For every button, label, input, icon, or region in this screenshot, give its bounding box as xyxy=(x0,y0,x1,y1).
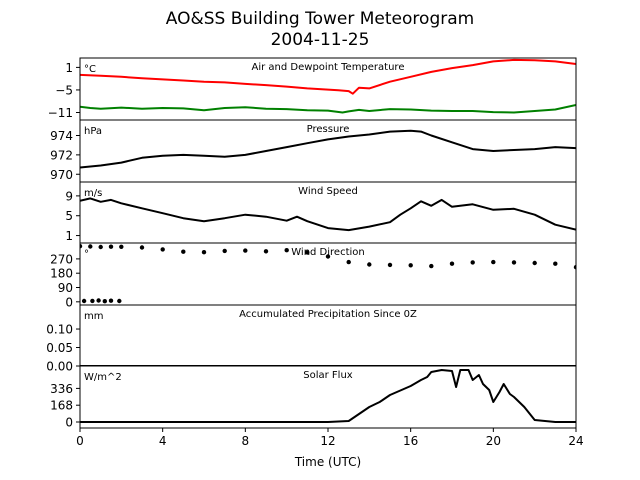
data-point xyxy=(532,260,537,266)
data-point xyxy=(90,298,95,304)
panel-unit: ° xyxy=(84,249,89,260)
series-line-1 xyxy=(80,129,576,169)
panel-6: 336 168 0 Solar Flux W/m^2 xyxy=(50,365,577,430)
y-tick-label: −11 xyxy=(48,106,73,120)
y-tick-label: 9 xyxy=(65,189,73,203)
panel-title: Solar Flux xyxy=(303,370,353,381)
y-tick-label: 974 xyxy=(50,129,73,143)
data-point xyxy=(88,244,93,249)
chart-title: AO&SS Building Tower Meteorogram xyxy=(166,9,474,29)
data-point xyxy=(222,248,227,254)
y-tick-label: 336 xyxy=(50,382,73,396)
y-tick-label: 180 xyxy=(50,267,73,281)
data-point xyxy=(387,262,393,268)
panel-unit: hPa xyxy=(84,126,102,137)
y-tick-label: 1 xyxy=(65,229,73,243)
data-point xyxy=(139,245,145,250)
data-point xyxy=(325,254,331,259)
y-tick-label: 5 xyxy=(65,209,73,223)
data-point xyxy=(102,299,108,304)
series-line-2 xyxy=(80,104,576,114)
series-line-1 xyxy=(80,197,576,232)
data-point xyxy=(243,248,248,253)
x-tick-label: 12 xyxy=(320,434,335,448)
panel-2: 974 972 970 Pressure hPa xyxy=(50,119,577,183)
data-point xyxy=(573,265,576,270)
x-tick-label: 16 xyxy=(403,434,418,448)
panel-3: 9 5 1 Wind Speed m/s xyxy=(65,181,577,244)
x-tick-label: 24 xyxy=(568,434,583,448)
data-point xyxy=(119,244,124,249)
x-tick-label: 8 xyxy=(242,434,250,448)
data-point xyxy=(305,250,310,255)
data-point xyxy=(284,248,289,253)
y-tick-label: 0 xyxy=(65,295,73,309)
data-point xyxy=(98,244,103,250)
data-point xyxy=(429,263,434,269)
panel-unit: m/s xyxy=(84,188,102,199)
data-point xyxy=(80,244,83,249)
data-point xyxy=(491,259,496,265)
data-point xyxy=(108,298,114,303)
y-tick-label: 0.00 xyxy=(46,360,73,374)
y-tick-label: 970 xyxy=(50,168,73,182)
panel-title: Wind Direction xyxy=(291,247,365,258)
panel-unit: W/m^2 xyxy=(84,372,122,383)
panel-unit: °C xyxy=(84,64,96,75)
series-line-1 xyxy=(80,58,576,95)
data-point xyxy=(449,261,455,266)
data-point xyxy=(201,250,207,255)
x-tick-label: 4 xyxy=(159,434,167,448)
y-tick-label: 972 xyxy=(50,148,73,162)
y-tick-label: 168 xyxy=(50,399,73,413)
data-point xyxy=(408,263,413,268)
data-point xyxy=(346,259,351,265)
x-tick-label: 20 xyxy=(486,434,501,448)
y-tick-label: 270 xyxy=(50,252,73,266)
chart-date: 2004-11-25 xyxy=(271,30,370,50)
data-point xyxy=(367,262,372,267)
data-point xyxy=(96,298,101,303)
y-tick-label: 0 xyxy=(65,416,73,430)
panel-title: Air and Dewpoint Temperature xyxy=(252,62,405,73)
y-tick-label: 0.05 xyxy=(46,341,73,355)
data-point xyxy=(470,260,475,265)
panel-title: Wind Speed xyxy=(298,186,358,197)
data-point xyxy=(108,244,114,249)
data-point xyxy=(160,247,165,252)
data-point xyxy=(181,249,186,254)
y-tick-label: 1 xyxy=(65,61,73,75)
panel-1: 1 −5 −11 Air and Dewpoint Temperature °C xyxy=(48,57,577,121)
panel-title: Accumulated Precipitation Since 0Z xyxy=(239,309,417,320)
y-tick-label: 0.10 xyxy=(46,323,73,337)
x-axis: 0 4 8 12 16 20 24 xyxy=(76,428,584,448)
panel-title: Pressure xyxy=(307,124,350,135)
data-point xyxy=(263,249,269,254)
y-tick-label: 90 xyxy=(58,281,73,295)
data-point xyxy=(117,298,122,304)
data-point xyxy=(81,298,87,304)
series-line-1 xyxy=(80,369,576,423)
data-point xyxy=(511,260,517,265)
x-axis-label: Time (UTC) xyxy=(294,455,361,469)
data-point xyxy=(553,261,558,266)
x-tick-label: 0 xyxy=(76,434,84,448)
y-tick-label: −5 xyxy=(55,83,73,97)
panel-5: 0.10 0.05 0.00 Accumulated Precipitation Si… xyxy=(46,304,577,374)
panel-unit: mm xyxy=(84,311,103,322)
